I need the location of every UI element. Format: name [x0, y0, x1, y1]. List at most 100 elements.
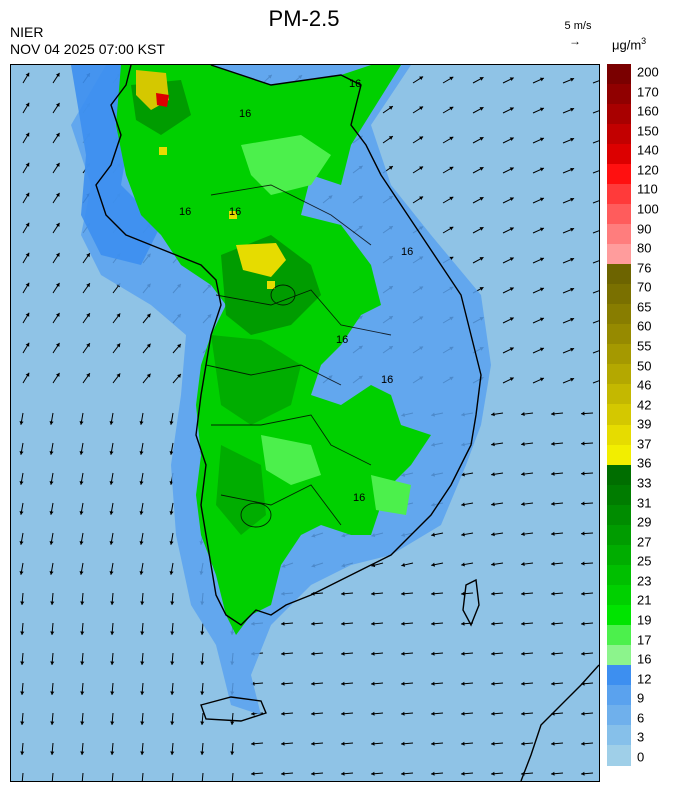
wind-vector-arrowhead [55, 72, 60, 77]
wind-vector-arrowhead [19, 451, 24, 455]
wind-vector-arrowhead [80, 691, 85, 695]
wind-vector-arrowhead [581, 561, 585, 566]
unit-text: μg/m [612, 37, 642, 53]
wind-vector-arrowhead [539, 287, 544, 292]
wind-vector-arrowhead [80, 751, 85, 755]
color-scale-segment [607, 284, 631, 305]
wind-vector-arrowhead [461, 681, 465, 686]
wind-vector-arrowhead [570, 347, 575, 352]
wind-vector-arrowhead [521, 711, 525, 716]
wind-vector-arrowhead [539, 377, 544, 382]
wind-vector-arrowhead [419, 196, 424, 201]
wind-vector-arrowhead [146, 343, 151, 348]
wind-vector-arrow [592, 230, 599, 234]
map-canvas: 16 16 16 16 16 16 16 16 [19, 65, 599, 781]
wind-vector-arrowhead [110, 751, 115, 755]
wind-vector-arrowhead [449, 106, 454, 111]
wind-vector-arrowhead [539, 137, 544, 142]
wind-vector-arrowhead [491, 442, 495, 447]
color-scale-tick-label: 60 [637, 318, 652, 334]
color-scale-tick-label: 6 [637, 710, 645, 726]
wind-vector-arrowhead [509, 197, 514, 202]
wind-reference-arrow-icon: → [569, 34, 581, 48]
north-blue-region [71, 65, 161, 265]
wind-vector-arrowhead [449, 226, 454, 231]
color-scale-tick-label: 36 [637, 455, 652, 471]
wind-vector-arrowhead [479, 257, 484, 261]
wind-vector-arrowhead [388, 166, 393, 170]
wind-vector-arrowhead [311, 711, 315, 716]
wind-vector-arrowhead [109, 541, 114, 545]
wind-vector-arrowhead [551, 411, 555, 416]
wind-vector-arrowhead [19, 421, 24, 425]
light-green-patch [241, 135, 331, 195]
wind-vector-arrowhead [49, 541, 54, 545]
wind-vector-arrowhead [25, 102, 30, 107]
wind-vector-arrowhead [311, 621, 315, 626]
wind-vector-arrowhead [86, 253, 90, 258]
wind-vector-arrowhead [230, 751, 235, 755]
wind-vector-arrowhead [461, 472, 465, 477]
wind-vector-arrowhead [86, 313, 90, 318]
color-scale-segment [607, 624, 631, 646]
wind-vector-arrowhead [20, 661, 25, 665]
wind-vector-arrowhead [431, 741, 435, 746]
wind-vector-arrowhead [79, 451, 84, 455]
wind-vector-arrowhead [169, 421, 174, 425]
color-scale-tick-label: 46 [637, 377, 652, 393]
wind-vector-arrow [592, 170, 599, 174]
color-scale-tick-label: 9 [637, 690, 645, 706]
yellow-dot [229, 211, 237, 219]
wind-vector-arrowhead [521, 741, 525, 746]
color-scale-tick-label: 90 [637, 221, 652, 237]
wind-vector-arrowhead [86, 343, 90, 348]
color-scale-tick-label: 100 [637, 201, 659, 217]
wind-vector-arrowhead [509, 347, 514, 352]
wind-vector-arrowhead [55, 102, 60, 107]
wind-vector-arrowhead [55, 162, 60, 167]
yellow-hotspot [236, 243, 286, 277]
color-scale-tick-label: 39 [637, 416, 652, 432]
wind-vector-arrowhead [431, 532, 436, 537]
wind-vector-arrowhead [419, 76, 424, 81]
wind-vector-arrowhead [55, 222, 60, 227]
wind-vector-arrowhead [581, 621, 585, 626]
light-green-patch [371, 475, 411, 515]
color-scale-tick-label: 23 [637, 573, 652, 589]
wind-vector-arrowhead [570, 377, 575, 382]
color-scale-segment [607, 644, 631, 666]
timestamp-label: NOV 04 2025 07:00 KST [10, 41, 165, 57]
color-scale-segment [607, 684, 631, 706]
color-scale-tick-label: 29 [637, 514, 652, 530]
wind-vector-arrowhead [509, 227, 514, 232]
wind-vector-arrowhead [110, 661, 115, 665]
color-scale-segment [607, 584, 631, 606]
wind-vector-arrowhead [146, 373, 151, 378]
color-scale-segment [607, 344, 631, 366]
wind-vector-arrow [231, 772, 234, 781]
pm25-map: 16 16 16 16 16 16 16 16 [10, 64, 600, 782]
concentration-field [71, 65, 491, 715]
wind-vector-arrowhead [109, 571, 114, 575]
wind-vector-arrowhead [371, 741, 375, 746]
wind-vector-arrow [592, 80, 599, 84]
contour-labels: 16 16 16 16 16 16 16 16 [179, 78, 413, 504]
wind-vector-arrowhead [461, 651, 465, 656]
wind-vector-arrowhead [431, 562, 436, 567]
wind-vector-arrowhead [521, 651, 525, 656]
wind-vector-arrowhead [570, 257, 575, 262]
wind-vector-arrowhead [49, 481, 54, 485]
wind-vector-arrowhead [110, 601, 115, 605]
wind-vector-arrowhead [539, 167, 544, 172]
wind-vector-arrowhead [25, 252, 30, 257]
wind-vector-arrowhead [55, 192, 60, 197]
color-scale-segment [607, 104, 631, 125]
wind-vector-arrowhead [25, 342, 30, 347]
organization-label: NIER [10, 24, 44, 40]
wind-vector-arrowhead [139, 571, 144, 575]
wind-vector-arrowhead [371, 681, 375, 686]
wind-vector-arrowhead [55, 282, 60, 287]
japan-coast [520, 664, 599, 781]
wind-vector-arrowhead [461, 771, 465, 776]
wind-vector-arrowhead [341, 651, 345, 656]
